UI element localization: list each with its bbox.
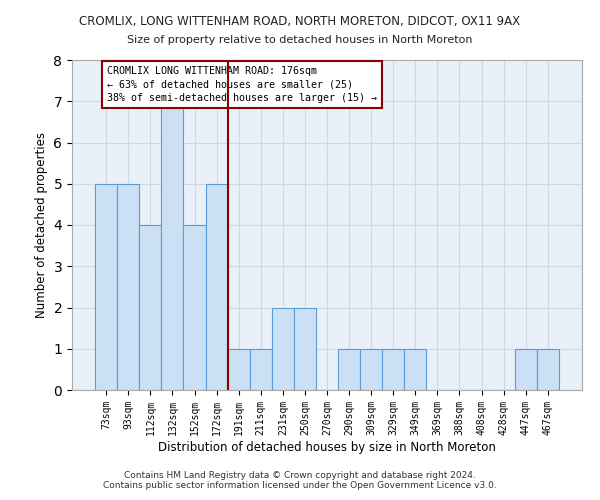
Bar [537,349,559,390]
Text: Size of property relative to detached houses in North Moreton: Size of property relative to detached ho… [127,35,473,45]
Bar [294,308,316,390]
Bar [515,349,537,390]
Text: CROMLIX LONG WITTENHAM ROAD: 176sqm
← 63% of detached houses are smaller (25)
38: CROMLIX LONG WITTENHAM ROAD: 176sqm ← 63… [107,66,377,102]
Bar [139,225,161,390]
Bar [382,349,404,390]
Bar [117,184,139,390]
Bar [338,349,360,390]
Text: CROMLIX, LONG WITTENHAM ROAD, NORTH MORETON, DIDCOT, OX11 9AX: CROMLIX, LONG WITTENHAM ROAD, NORTH MORE… [79,15,521,28]
Bar [250,349,272,390]
Bar [184,225,206,390]
Bar [360,349,382,390]
Bar [206,184,227,390]
Bar [161,101,184,390]
Bar [404,349,427,390]
Bar [95,184,117,390]
Bar [227,349,250,390]
Y-axis label: Number of detached properties: Number of detached properties [35,132,48,318]
Text: Contains HM Land Registry data © Crown copyright and database right 2024.
Contai: Contains HM Land Registry data © Crown c… [103,470,497,490]
Bar [272,308,294,390]
X-axis label: Distribution of detached houses by size in North Moreton: Distribution of detached houses by size … [158,440,496,454]
